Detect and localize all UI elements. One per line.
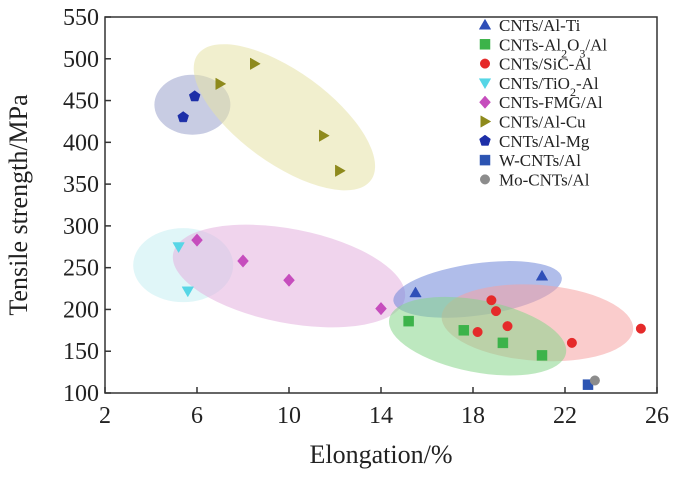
data-point (589, 375, 600, 386)
y-tick-label: 400 (63, 130, 99, 156)
legend-marker (480, 115, 492, 128)
x-tick-label: 10 (277, 403, 301, 429)
data-point (215, 77, 227, 91)
data-point (188, 90, 201, 102)
legend-marker (480, 174, 490, 185)
data-point (635, 323, 646, 334)
data-point (283, 273, 295, 287)
y-tick-label: 200 (63, 297, 99, 323)
data-point (250, 57, 261, 70)
data-point (319, 129, 330, 142)
legend-marker (479, 39, 491, 50)
data-point (502, 321, 513, 332)
legend: CNTs/Al-TiCNTs-Al2O3/AlCNTs/SiC-AlCNTs/T… (478, 16, 607, 189)
data-point (177, 111, 189, 123)
y-tick-label: 550 (63, 5, 99, 31)
x-tick-label: 14 (369, 403, 393, 429)
y-tick-label: 100 (63, 381, 99, 407)
data-point (403, 315, 414, 327)
data-point (172, 242, 185, 254)
x-tick-label: 2 (99, 403, 111, 429)
legend-label: Mo-CNTs/Al (499, 170, 590, 189)
legend-marker (479, 154, 491, 166)
legend-label: CNTs-Al2O3/Al (499, 35, 607, 60)
data-point (375, 301, 387, 316)
y-tick-label: 450 (63, 89, 99, 115)
data-point (486, 295, 497, 306)
data-point (335, 164, 346, 177)
y-tick-label: 250 (63, 256, 99, 282)
data-point (536, 350, 548, 361)
legend-marker (478, 18, 492, 30)
legend-label: CNTs/SiC-Al (499, 55, 592, 74)
y-tick-label: 350 (63, 172, 99, 198)
legend-marker (479, 134, 491, 146)
legend-label: CNTs/Al-Mg (499, 132, 590, 151)
legend-label: CNTs/TiO2-Al (499, 74, 599, 99)
y-tick-label: 300 (63, 214, 99, 240)
data-point (566, 337, 577, 348)
legend-marker (479, 95, 491, 109)
y-axis-title: Tensile strength/MPa (4, 94, 33, 316)
group-region (193, 44, 376, 191)
data-point (535, 269, 549, 281)
y-tick-label: 150 (63, 339, 99, 365)
legend-label: CNTs/Al-Ti (499, 16, 581, 35)
data-point (191, 233, 203, 247)
data-point (237, 254, 249, 268)
x-tick-label: 22 (553, 403, 577, 429)
x-tick-label: 26 (645, 403, 669, 429)
data-point (491, 306, 501, 317)
data-point (458, 325, 470, 336)
legend-label: CNTs/Al-Cu (499, 113, 586, 132)
legend-label: W-CNTs/Al (499, 151, 581, 170)
data-point (181, 286, 194, 298)
y-tick-label: 500 (63, 47, 99, 73)
data-point (472, 327, 483, 338)
x-tick-label: 6 (191, 403, 203, 429)
x-axis-title: Elongation/% (310, 440, 453, 469)
x-tick-label: 18 (461, 403, 485, 429)
data-point (497, 337, 509, 349)
legend-label: CNTs-FMG/Al (499, 93, 603, 112)
data-point (409, 286, 422, 298)
legend-marker (480, 58, 490, 69)
legend-marker (478, 78, 492, 90)
